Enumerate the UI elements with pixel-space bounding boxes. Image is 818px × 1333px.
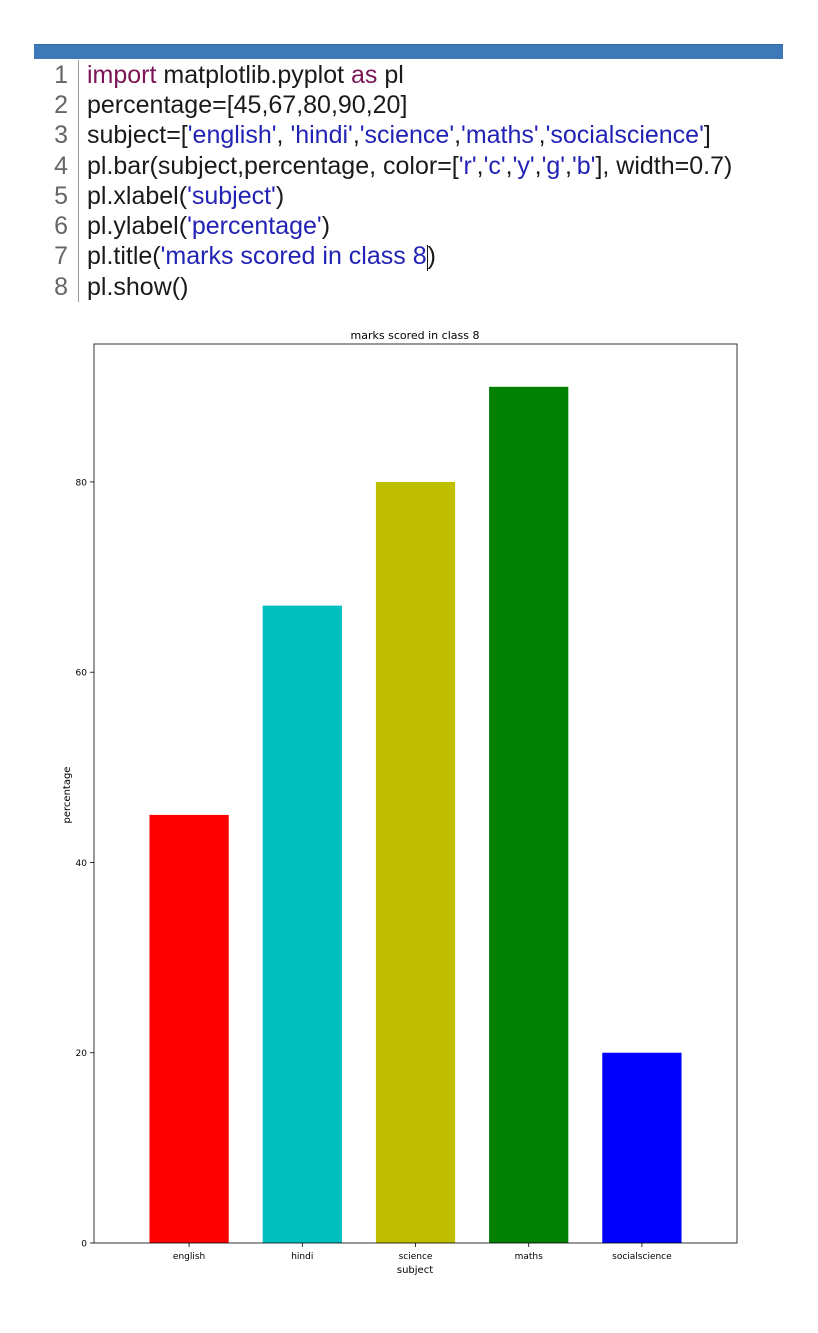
x-tick-label: english	[173, 1252, 205, 1262]
line-number: 7	[54, 242, 68, 271]
code-token: ,	[565, 151, 572, 180]
y-tick-label: 20	[76, 1049, 88, 1059]
code-text: subject=['english', 'hindi','science','m…	[87, 121, 711, 150]
code-line[interactable]: 4 pl.bar(subject,percentage, color=['r','…	[46, 150, 786, 182]
code-token: ,	[534, 151, 542, 180]
x-tick-label: socialscience	[612, 1252, 672, 1262]
code-editor[interactable]: 1 import matplotlib.pyplot as pl 2 percenta…	[46, 60, 786, 303]
code-text: percentage=[45,67,80,90,20]	[87, 91, 407, 120]
code-keyword: as	[351, 60, 378, 89]
x-tick-label: hindi	[291, 1252, 313, 1262]
code-line[interactable]: 3 subject=['english', 'hindi','science','…	[46, 120, 786, 151]
code-text: pl.show()	[87, 273, 188, 302]
y-tick-label: 80	[76, 478, 88, 488]
code-token: pl.title(	[87, 242, 161, 271]
code-string: 'b'	[571, 151, 596, 180]
bar-hindi	[262, 605, 342, 1243]
code-line[interactable]: 2 percentage=[45,67,80,90,20]	[46, 90, 786, 121]
y-tick-label: 60	[76, 669, 88, 679]
x-axis-label: subject	[397, 1265, 433, 1276]
code-string: 'r'	[458, 151, 477, 180]
y-axis-label: percentage	[62, 767, 73, 824]
code-string: 'socialscience'	[545, 121, 704, 150]
bar-socialscience	[602, 1052, 682, 1243]
code-string: 'hindi'	[290, 121, 353, 150]
code-token: )	[427, 242, 436, 271]
text-cursor	[426, 244, 428, 271]
code-string: 'subject'	[187, 181, 276, 210]
line-number: 1	[54, 60, 68, 89]
bar-english	[149, 814, 229, 1243]
code-string: 'c'	[483, 151, 506, 180]
code-line[interactable]: 6 pl.ylabel('percentage')	[46, 211, 786, 242]
gutter-divider	[78, 181, 79, 212]
code-text: import matplotlib.pyplot as pl	[87, 61, 404, 90]
code-token: percentage=[45,67,80,90,20]	[87, 90, 408, 119]
code-string: 'y'	[512, 151, 535, 180]
y-tick-label: 40	[76, 859, 88, 869]
line-number: 2	[54, 90, 68, 119]
code-token: ,	[352, 121, 360, 150]
line-number: 4	[54, 151, 68, 180]
code-token: ,	[454, 121, 462, 150]
code-token: pl.ylabel(	[87, 212, 188, 241]
code-text: pl.ylabel('percentage')	[87, 212, 330, 241]
header-bar	[34, 44, 783, 59]
bar-science	[375, 481, 456, 1244]
plot-frame	[93, 343, 738, 1244]
code-text: pl.xlabel('subject')	[87, 182, 284, 211]
gutter-divider	[78, 90, 79, 121]
code-string: 'marks scored in class 8	[160, 242, 427, 271]
line-number: 3	[54, 121, 68, 150]
code-string: 'english'	[187, 121, 277, 150]
code-token: pl.bar(subject,percentage, color=[	[87, 151, 459, 180]
code-token: ], width=0.7)	[595, 151, 733, 180]
code-line[interactable]: 5 pl.xlabel('subject')	[46, 181, 786, 212]
chart-title: marks scored in class 8	[351, 329, 480, 342]
gutter-divider	[78, 60, 79, 91]
code-line[interactable]: 8 pl.show()	[46, 272, 786, 303]
line-number: 8	[54, 272, 68, 301]
code-string: 'maths'	[461, 121, 539, 150]
code-token: pl.show()	[87, 272, 189, 301]
code-string: 'percentage'	[187, 212, 322, 241]
code-token: ,	[276, 121, 291, 150]
x-tick-label: maths	[515, 1252, 544, 1262]
gutter-divider	[78, 211, 79, 242]
bar-maths	[489, 386, 569, 1243]
gutter-divider	[78, 241, 79, 273]
code-keyword: import	[87, 60, 157, 89]
code-line[interactable]: 7 pl.title('marks scored in class 8)	[46, 241, 786, 273]
line-number: 6	[54, 212, 68, 241]
code-token: ]	[703, 121, 711, 150]
line-number: 5	[54, 181, 68, 210]
code-token: ,	[476, 151, 484, 180]
code-token: pl.xlabel(	[87, 181, 188, 210]
gutter-divider	[78, 150, 79, 182]
code-token: ,	[538, 121, 546, 150]
code-string: 'science'	[359, 121, 455, 150]
code-token: matplotlib.pyplot	[156, 60, 352, 89]
gutter-divider	[78, 120, 79, 151]
gutter-divider	[78, 272, 79, 303]
y-tick-label: 0	[81, 1240, 87, 1250]
code-line[interactable]: 1 import matplotlib.pyplot as pl	[46, 60, 786, 91]
code-text: pl.title('marks scored in class 8)	[87, 242, 436, 271]
code-text: pl.bar(subject,percentage, color=['r','c…	[87, 152, 732, 181]
code-token: ,	[505, 151, 513, 180]
code-string: 'g'	[541, 151, 566, 180]
code-token: )	[321, 212, 331, 241]
code-token: pl	[377, 60, 404, 89]
x-tick-label: science	[399, 1252, 433, 1262]
code-token: subject=[	[87, 121, 188, 150]
code-token: )	[275, 181, 285, 210]
